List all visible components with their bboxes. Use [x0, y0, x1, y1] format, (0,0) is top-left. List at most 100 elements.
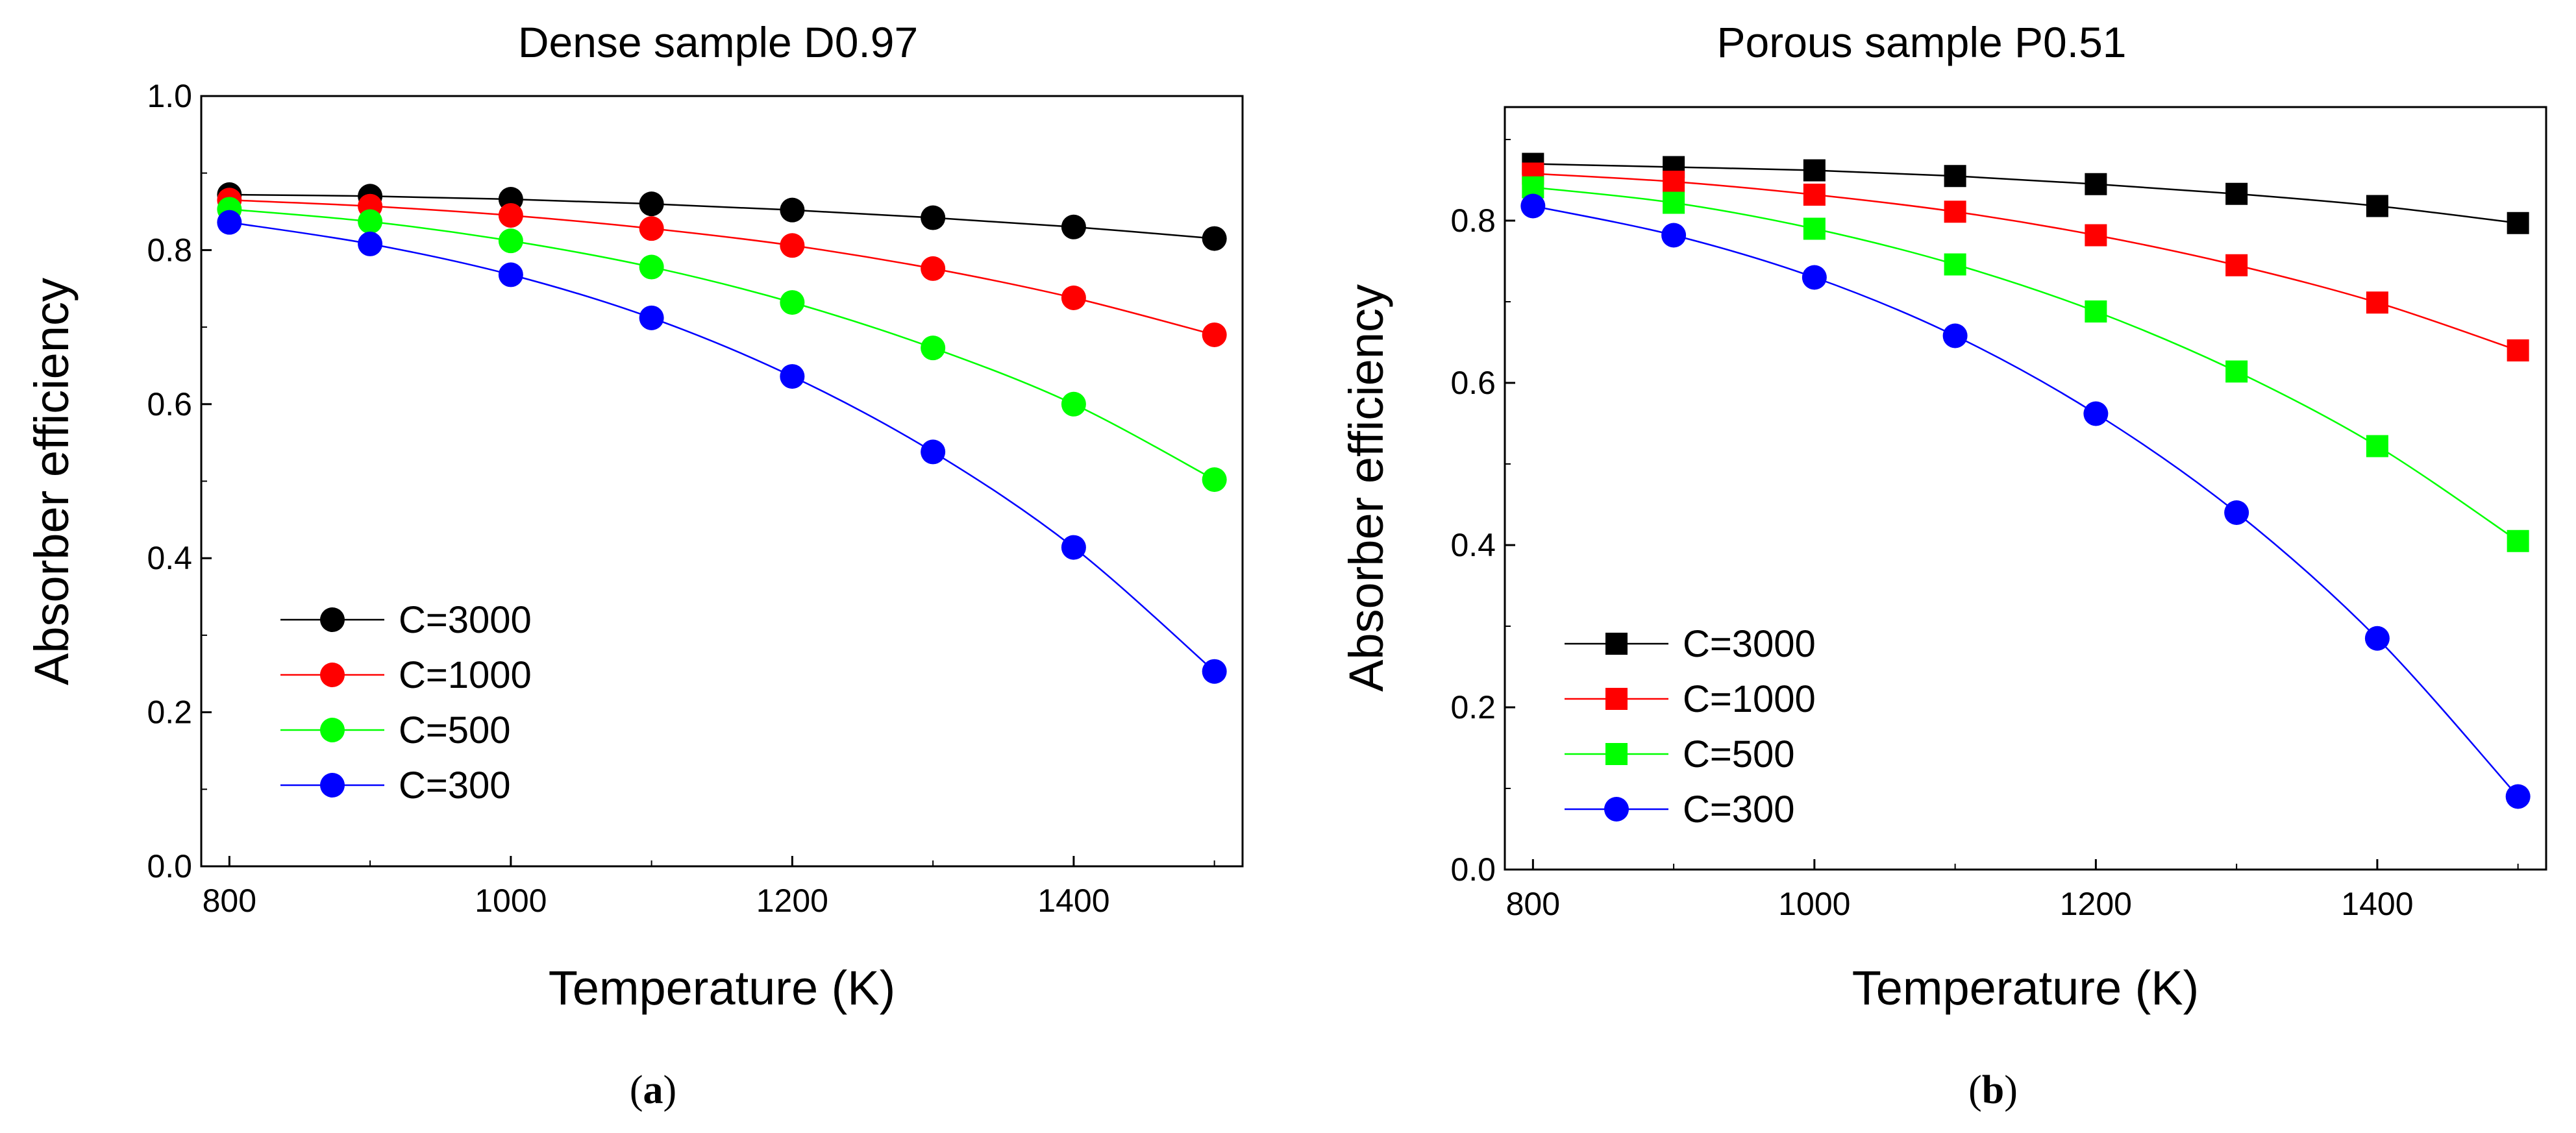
data-point: [1061, 391, 1086, 417]
data-point: [1202, 659, 1227, 684]
legend-label: C=500: [399, 709, 511, 751]
y-axis-title: Absorber efficiency: [25, 278, 79, 685]
caption-a: (a): [630, 1068, 676, 1112]
legend-item: C=1000: [1565, 678, 1816, 720]
caption-b: (b): [1968, 1068, 2018, 1112]
data-point: [498, 228, 523, 254]
legend: C=3000 C=1000 C=500 C=300: [1565, 623, 1816, 831]
y-axis: 0.0 0.2 0.4 0.6 0.8 1.0: [147, 78, 212, 884]
data-point: [2225, 182, 2248, 205]
data-point: [1520, 193, 1546, 219]
data-point: [1202, 226, 1227, 251]
series-line: [229, 208, 1215, 481]
data-point: [639, 254, 664, 280]
data-point: [1942, 323, 1968, 348]
data-point: [2366, 195, 2388, 217]
x-axis: 800 1000 1200 1400: [1506, 859, 2519, 922]
data-point: [1663, 191, 1685, 214]
y-tick-label: 0.8: [1450, 202, 1496, 239]
chart-title: Dense sample D0.97: [518, 18, 918, 66]
series-c-3000: [217, 182, 1227, 251]
plot-frame: [200, 95, 1244, 868]
legend-item: C=3000: [280, 599, 532, 641]
series-c-300: [217, 210, 1227, 684]
data-point: [1944, 201, 1966, 223]
legend-marker: [1605, 633, 1628, 655]
y-tick-label: 0.4: [1450, 527, 1496, 563]
legend-marker: [320, 718, 345, 742]
data-point: [1663, 171, 1685, 193]
y-tick-label: 0.0: [1450, 851, 1496, 888]
series-c-300: [1520, 193, 2531, 809]
legend-marker: [320, 663, 345, 687]
x-tick-label: 1400: [2341, 886, 2413, 922]
data-point: [2366, 291, 2388, 314]
data-point: [921, 335, 946, 361]
series-c-500: [217, 197, 1227, 493]
data-point: [2366, 435, 2388, 457]
legend-item: C=300: [280, 764, 511, 807]
data-point: [1061, 214, 1086, 239]
data-point: [217, 210, 242, 235]
chart-title: Porous sample P0.51: [1716, 18, 2126, 66]
series-group: [217, 182, 1227, 684]
y-tick-label: 0.8: [147, 232, 192, 268]
x-axis: 800 1000 1200 1400: [203, 856, 1215, 919]
legend-item: C=3000: [1565, 623, 1816, 665]
x-tick-label: 800: [203, 883, 256, 919]
series-c-500: [1522, 176, 2529, 552]
data-point: [1803, 184, 1826, 206]
data-point: [780, 197, 805, 223]
legend-item: C=500: [280, 709, 511, 751]
data-point: [639, 216, 664, 241]
data-point: [2085, 173, 2107, 195]
x-tick-label: 1400: [1037, 883, 1109, 919]
y-tick-label: 0.6: [147, 386, 192, 422]
data-point: [1202, 467, 1227, 493]
x-axis-title: Temperature (K): [549, 961, 896, 1015]
legend-label: C=3000: [1683, 623, 1816, 665]
legend-marker: [1605, 688, 1628, 710]
y-tick-label: 0.4: [147, 540, 192, 576]
data-point: [780, 364, 805, 389]
legend-label: C=1000: [399, 654, 532, 696]
data-point: [639, 305, 664, 330]
data-point: [498, 202, 523, 228]
data-point: [358, 209, 383, 234]
data-point: [1802, 265, 1827, 290]
y-axis-title: Absorber efficiency: [1339, 284, 1393, 692]
legend-marker: [1604, 797, 1629, 822]
legend-item: C=300: [1565, 788, 1795, 831]
legend-marker: [320, 607, 345, 632]
data-point: [1803, 159, 1826, 182]
y-tick-label: 0.6: [1450, 365, 1496, 401]
data-point: [358, 231, 383, 256]
data-point: [1061, 285, 1086, 310]
chart-panel-a: Dense sample D0.97 0.0 0.2 0.4 0.6 0.8 1.0 80…: [25, 18, 1244, 1112]
legend-marker: [320, 773, 345, 798]
caption-letter: a: [643, 1068, 663, 1112]
y-tick-label: 0.2: [147, 694, 192, 731]
data-point: [2085, 300, 2107, 323]
legend-label: C=1000: [1683, 678, 1816, 720]
series-group: [1520, 152, 2531, 809]
y-tick-label: 1.0: [147, 78, 192, 114]
data-point: [2224, 500, 2249, 525]
caption-letter: b: [1982, 1068, 2004, 1112]
data-point: [921, 205, 946, 230]
data-point: [498, 262, 523, 287]
data-point: [1944, 253, 1966, 276]
y-tick-label: 0.2: [1450, 689, 1496, 725]
legend-item: C=1000: [280, 654, 532, 696]
data-point: [2083, 401, 2109, 426]
data-point: [780, 290, 805, 315]
data-point: [639, 191, 664, 217]
legend: C=3000 C=1000 C=500 C=300: [280, 599, 532, 807]
data-point: [780, 233, 805, 258]
series-line: [1533, 163, 2518, 224]
data-point: [1202, 322, 1227, 347]
x-axis-title: Temperature (K): [1852, 961, 2199, 1015]
data-point: [2085, 224, 2107, 247]
x-tick-label: 1200: [756, 883, 828, 919]
x-tick-label: 1000: [475, 883, 547, 919]
